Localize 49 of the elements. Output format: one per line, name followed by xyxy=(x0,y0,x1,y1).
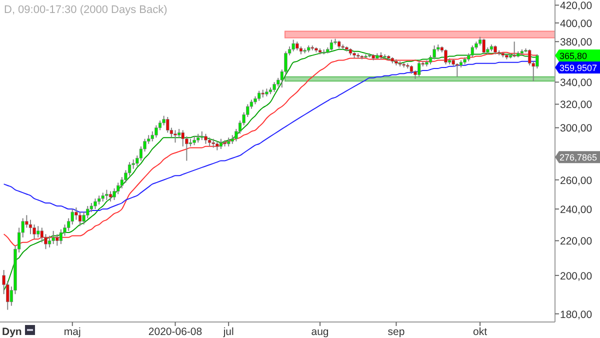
x-tick-label: jul xyxy=(222,326,234,338)
x-tick-label: sep xyxy=(388,326,405,338)
candlestick xyxy=(272,82,276,92)
y-tick-label: 340,00 xyxy=(560,77,592,90)
candlestick xyxy=(470,44,474,58)
y-tick-label: 240,00 xyxy=(560,204,592,216)
candlestick xyxy=(59,228,63,245)
x-tick-label: 2020-06-08 xyxy=(148,326,202,338)
candlestick xyxy=(219,138,223,150)
text: 276,7865 xyxy=(560,152,598,163)
x-tick-label: aug xyxy=(311,326,329,338)
candlestick xyxy=(417,60,421,78)
candlestick xyxy=(52,230,55,245)
candlestick xyxy=(32,224,36,240)
candlestick xyxy=(512,41,516,58)
candlestick xyxy=(128,162,132,176)
x-tick-label: okt xyxy=(473,326,488,338)
candlestick xyxy=(456,62,459,78)
y-tick-label: 180,00 xyxy=(560,308,592,321)
y-tick-label: 220,00 xyxy=(560,236,592,248)
x-tick-label: maj xyxy=(64,326,81,338)
candlestick xyxy=(204,133,208,144)
candlestick xyxy=(292,39,295,52)
candlestick xyxy=(257,90,261,102)
candlestick xyxy=(28,219,32,235)
candlestick xyxy=(444,48,448,65)
text: Dyn xyxy=(2,326,22,338)
y-tick-label: 200,00 xyxy=(560,270,592,282)
y-tick-label: 260,00 xyxy=(560,174,592,187)
y-tick-label: 380,00 xyxy=(560,36,592,49)
candlestick xyxy=(154,124,158,138)
candlestick xyxy=(48,235,52,248)
candlestick xyxy=(482,38,486,55)
y-tick-label: 300,00 xyxy=(560,122,592,135)
y-tick-label: 320,00 xyxy=(560,99,592,112)
y-tick-label: 400,00 xyxy=(560,18,592,30)
candlestick xyxy=(56,234,59,246)
candlestick xyxy=(94,198,97,210)
candlestick xyxy=(330,39,334,51)
candlestick xyxy=(105,189,108,201)
y-tick-label: 420,00 xyxy=(560,0,592,12)
candlestick xyxy=(174,130,177,144)
text: 359,9507 xyxy=(560,63,598,73)
chart-title: D, 09:00-17:30 (2000 Days Back) xyxy=(4,4,168,16)
candlestick xyxy=(108,190,112,202)
candlestick xyxy=(166,116,170,134)
text: 365,80 xyxy=(560,51,588,61)
candlestick xyxy=(36,226,40,238)
candlestick xyxy=(78,212,82,227)
